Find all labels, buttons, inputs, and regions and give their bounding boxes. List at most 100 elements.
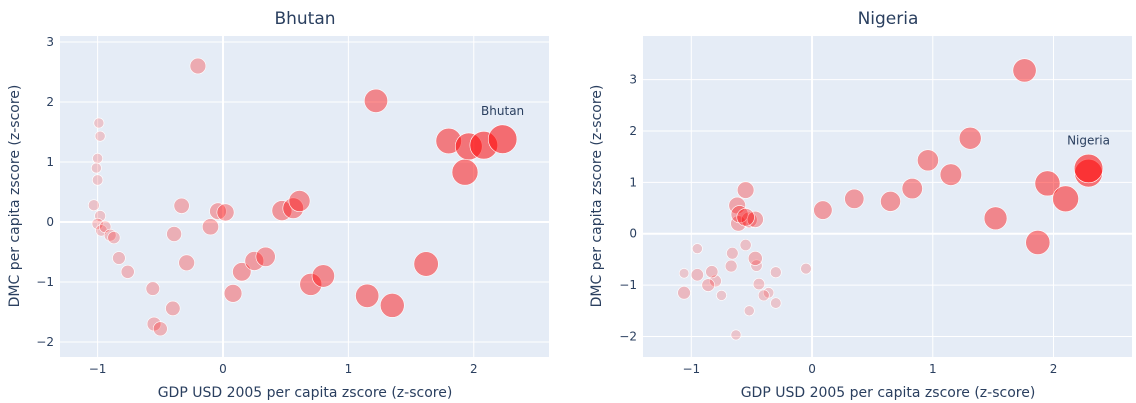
x-tick-labels-bhutan: −1 0 1 2 bbox=[89, 362, 478, 376]
data-point-nigeria-31 bbox=[901, 177, 923, 200]
x-tick-label-bhutan-0: −1 bbox=[89, 362, 107, 376]
data-point-nigeria-23 bbox=[746, 210, 764, 228]
data-point-bhutan-15 bbox=[146, 316, 162, 332]
data-point-bhutan-17 bbox=[165, 300, 181, 317]
x-tick-label-bhutan-2: 1 bbox=[345, 362, 353, 376]
data-point-bhutan-24 bbox=[216, 203, 235, 222]
data-point-nigeria-36 bbox=[1012, 58, 1037, 83]
x-tick-label-nigeria-2: 1 bbox=[929, 362, 937, 376]
data-point-bhutan-2 bbox=[92, 152, 104, 164]
data-point-nigeria-9 bbox=[757, 289, 770, 302]
y-axis-label-nigeria: DMC per capita zscore (z-score) bbox=[589, 85, 605, 308]
data-point-bhutan-33 bbox=[311, 264, 335, 288]
data-point-bhutan-6 bbox=[94, 210, 106, 222]
data-point-nigeria-26 bbox=[730, 205, 749, 224]
data-point-bhutan-34 bbox=[355, 283, 380, 308]
data-point-bhutan-13 bbox=[120, 264, 135, 279]
data-point-nigeria-8 bbox=[769, 266, 782, 279]
data-point-nigeria-27 bbox=[736, 208, 755, 227]
data-point-nigeria-22 bbox=[740, 211, 758, 229]
data-point-bhutan-11 bbox=[107, 231, 121, 245]
data-point-nigeria-17 bbox=[690, 268, 704, 282]
y-tick-label-nigeria-5: 3 bbox=[629, 73, 637, 87]
data-point-nigeria-12 bbox=[752, 278, 765, 291]
panel-bhutan: −1 0 1 2 −2 −1 0 1 2 3 Bhutan GDP USD 2005 per c… bbox=[7, 9, 549, 401]
data-point-bhutan-23 bbox=[209, 202, 227, 220]
data-point-nigeria-29 bbox=[844, 188, 865, 209]
data-point-nigeria-39 bbox=[1052, 185, 1079, 213]
data-point-nigeria-34 bbox=[958, 126, 982, 150]
y-tick-labels-nigeria: −2 −1 0 1 2 3 bbox=[619, 73, 637, 344]
data-point-nigeria-38 bbox=[1034, 170, 1061, 197]
data-point-nigeria-1 bbox=[691, 243, 703, 255]
data-point-bhutan-3 bbox=[90, 162, 102, 174]
y-tick-label-nigeria-1: −1 bbox=[619, 278, 637, 292]
y-tick-label-bhutan-3: 1 bbox=[46, 155, 54, 169]
data-point-bhutan-31 bbox=[288, 190, 311, 212]
y-tick-label-nigeria-2: 0 bbox=[629, 227, 637, 241]
data-point-bhutan-0 bbox=[93, 117, 105, 129]
data-point-bhutan-14 bbox=[145, 281, 160, 296]
y-axis-label-bhutan: DMC per capita zscore (z-score) bbox=[7, 85, 23, 308]
data-point-bhutan-18 bbox=[166, 226, 182, 242]
y-tick-label-bhutan-1: −1 bbox=[36, 275, 54, 289]
data-point-nigeria-21 bbox=[730, 215, 747, 232]
data-point-nigeria-35 bbox=[983, 206, 1008, 231]
data-point-bhutan-29 bbox=[271, 200, 293, 221]
x-tick-label-nigeria-0: −1 bbox=[682, 362, 700, 376]
markers-nigeria bbox=[677, 58, 1104, 341]
x-tick-label-bhutan-1: 0 bbox=[219, 362, 227, 376]
y-tick-label-nigeria-3: 1 bbox=[629, 175, 637, 189]
x-tick-labels-nigeria: −1 0 1 2 bbox=[682, 362, 1057, 376]
data-point-bhutan-26 bbox=[232, 262, 252, 282]
plot-area-nigeria bbox=[643, 36, 1132, 357]
data-point-bhutan-20 bbox=[178, 254, 195, 272]
chart-title-bhutan: Bhutan bbox=[274, 9, 335, 29]
data-point-nigeria-25 bbox=[736, 181, 755, 199]
data-point-bhutan-37 bbox=[413, 251, 439, 277]
data-point-nigeria-3 bbox=[730, 329, 742, 341]
plot-area-bhutan bbox=[60, 36, 549, 357]
data-point-bhutan-27 bbox=[244, 251, 265, 271]
data-point-nigeria-6 bbox=[770, 297, 782, 309]
data-point-nigeria-41 bbox=[1073, 153, 1104, 184]
y-tick-label-bhutan-5: 3 bbox=[46, 35, 54, 49]
panel-nigeria: −1 0 1 2 −2 −1 0 1 2 3 Nigeria GDP USD 2005 per … bbox=[589, 9, 1132, 401]
y-tick-label-bhutan-0: −2 bbox=[36, 335, 54, 349]
data-point-nigeria-19 bbox=[677, 286, 691, 300]
data-point-bhutan-36 bbox=[379, 293, 405, 318]
grid-nigeria bbox=[643, 36, 1132, 357]
data-point-bhutan-42 bbox=[487, 124, 518, 154]
data-point-bhutan-10 bbox=[103, 228, 117, 242]
y-tick-label-bhutan-2: 0 bbox=[46, 215, 54, 229]
markers-bhutan bbox=[88, 57, 518, 337]
data-point-bhutan-4 bbox=[91, 174, 104, 186]
data-point-nigeria-33 bbox=[939, 163, 963, 186]
data-point-nigeria-7 bbox=[800, 262, 812, 275]
data-point-bhutan-7 bbox=[91, 217, 104, 230]
data-point-nigeria-10 bbox=[739, 239, 752, 251]
y-tick-label-bhutan-4: 2 bbox=[46, 95, 54, 109]
x-tick-label-nigeria-3: 2 bbox=[1050, 362, 1058, 376]
data-point-nigeria-4 bbox=[743, 305, 755, 317]
data-point-bhutan-28 bbox=[255, 246, 276, 267]
data-point-bhutan-25 bbox=[223, 284, 243, 303]
y-tick-label-nigeria-0: −2 bbox=[619, 329, 637, 343]
data-point-bhutan-35 bbox=[363, 88, 388, 113]
data-point-nigeria-0 bbox=[678, 268, 690, 279]
data-point-bhutan-16 bbox=[152, 321, 168, 337]
x-axis-label-nigeria: GDP USD 2005 per capita zscore (z-score) bbox=[741, 385, 1036, 401]
x-tick-label-bhutan-3: 2 bbox=[470, 362, 478, 376]
data-point-bhutan-21 bbox=[189, 57, 207, 75]
data-point-bhutan-1 bbox=[94, 130, 106, 142]
data-point-nigeria-2 bbox=[716, 289, 727, 301]
annotation-bhutan: Bhutan bbox=[481, 104, 524, 118]
data-point-nigeria-30 bbox=[880, 191, 901, 212]
data-point-bhutan-12 bbox=[112, 251, 126, 265]
data-point-nigeria-28 bbox=[813, 200, 833, 220]
data-point-nigeria-18 bbox=[701, 278, 715, 292]
y-tick-labels-bhutan: −2 −1 0 1 2 3 bbox=[36, 35, 54, 349]
data-point-nigeria-14 bbox=[724, 259, 738, 273]
data-point-bhutan-30 bbox=[282, 197, 304, 219]
